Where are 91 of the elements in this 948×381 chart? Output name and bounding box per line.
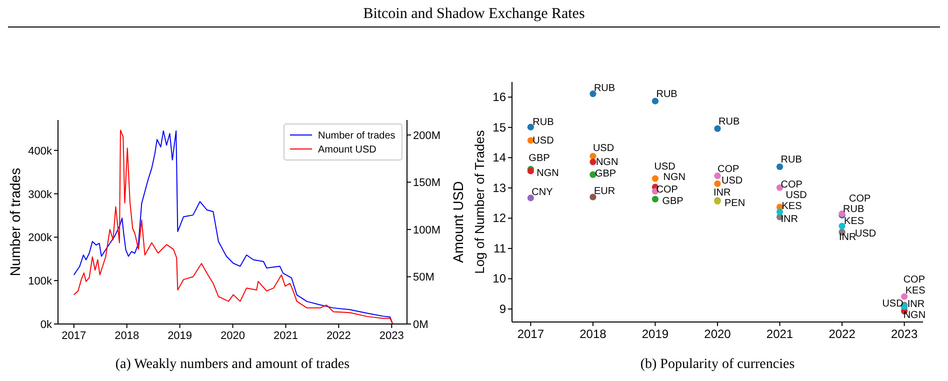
series-label: KES [844,216,864,228]
text: INR [714,188,731,199]
y-tick-label: 0k [40,319,52,331]
x-tick-label: 2022 [326,330,351,342]
point [776,208,784,216]
series-label: USD [882,298,904,310]
y-axis-title: Number of trades [7,168,23,276]
x-tick-label: 2022 [828,327,856,341]
text: INR [907,299,925,310]
point [714,180,721,187]
legend-label: Amount USD [318,144,376,156]
text: USD [532,135,554,146]
x-tick-label: 2021 [273,330,298,342]
y2-tick-label: 0M [413,319,428,331]
x-tick-label: 2017 [517,327,544,341]
series-label: NGN [596,156,618,168]
text: NGN [536,168,559,179]
point [590,158,596,166]
point [527,124,534,130]
point [652,175,659,182]
series-label: RUB [532,117,554,128]
y-axis-title: Log of Number of Trades [472,130,487,274]
x-tick-label: 2020 [220,330,246,342]
text: NGN [663,172,686,184]
y-tick-label: 16 [492,90,506,104]
text: USD [722,176,743,187]
text: COP [656,184,678,196]
text: (b) Popularity of currencies [640,357,795,372]
point [652,196,659,202]
x-tick-label: 2018 [580,327,607,341]
y2-tick-label: 200M [413,130,441,142]
x-tick-label: 2018 [114,330,140,342]
text: COP [849,194,871,205]
text: COP [903,274,925,286]
x-tick-label: 2019 [168,330,192,342]
point [590,152,596,160]
point [838,222,846,230]
text: RUB [843,204,864,216]
y2-tick-label: 150M [413,177,441,190]
x-tick-label: 2023 [379,330,404,342]
y-tick-label: 10 [492,272,506,286]
text: USD [592,143,614,154]
point [714,125,721,132]
y-tick-label: 300k [28,188,52,201]
x-tick-label: 2017 [62,330,86,342]
text: NGN [903,310,926,322]
text: (a) Weakly numbers and amount of trades [115,357,350,372]
y-tick-label: 12 [492,211,506,226]
y2-axis-title: Amount USD [450,181,466,263]
point [527,194,534,202]
legend-label: Number of trades [318,130,396,142]
series-label: INR [780,214,798,225]
text: KES [905,286,926,297]
text: COP [718,164,740,175]
series-label: COP [780,180,803,191]
y-tick-label: 100k [28,276,52,288]
y-tick-label: 11 [494,241,506,256]
text: Bitcoin and Shadow Exchange Rates [363,6,585,22]
text: KES [782,200,802,212]
point [714,172,721,180]
y-tick-label: 13 [492,180,506,195]
text: GBP [528,153,550,164]
text: INR [839,232,856,243]
y2-tick-label: 50M [413,272,434,284]
x-tick-label: 2021 [766,327,794,341]
text: RUB [594,82,616,94]
x-tick-label: 2019 [642,327,669,341]
text: USD [786,190,807,201]
point [901,293,908,300]
y2-tick-label: 100M [413,224,441,236]
point [590,90,596,98]
text: RUB [718,116,740,128]
y-tick-label: 9 [499,302,506,316]
y-tick-label: 200k [28,232,52,244]
x-tick-label: 2023 [890,327,918,341]
point [776,163,784,170]
y-tick-label: 14 [492,150,506,165]
text: RUB [780,154,802,166]
text: USD [855,228,876,240]
text: GBP [662,196,684,208]
point [652,98,659,104]
series-label: PEN [724,198,746,210]
text: RUB [656,89,678,100]
x-tick-label: 2020 [704,327,732,341]
text: USD [654,162,676,173]
series-label: EUR [594,186,616,198]
series-label: GBP [594,168,616,180]
y-tick-label: 15 [492,120,506,134]
point [590,194,596,200]
series-label: CNY [532,186,554,198]
y-tick-label: 400k [28,145,52,158]
